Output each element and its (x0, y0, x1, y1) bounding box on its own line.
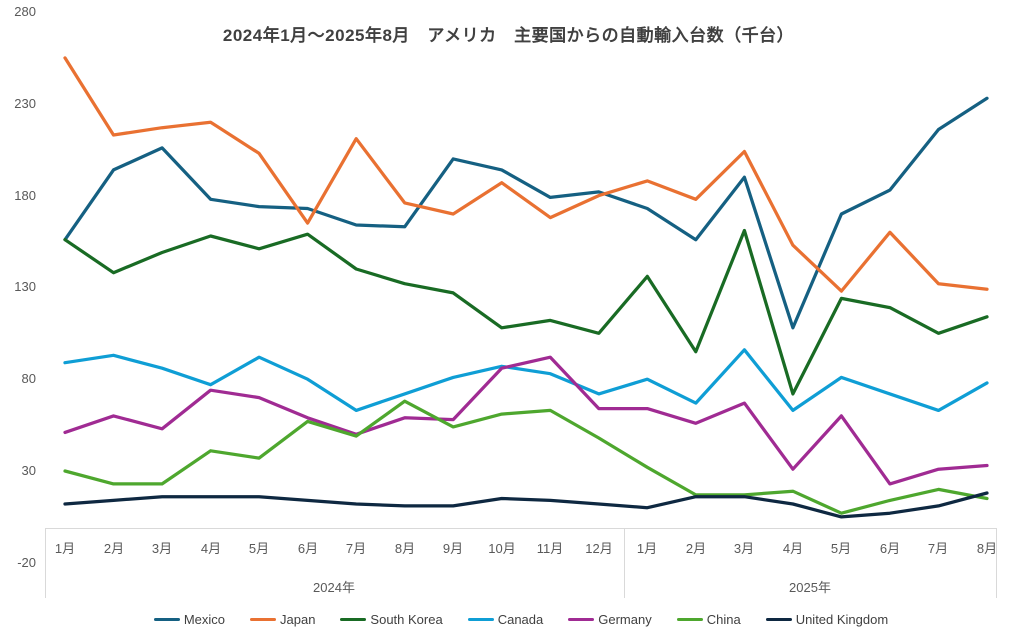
legend-swatch-china (676, 617, 703, 622)
y-tick-label--20: -20 (17, 555, 36, 570)
legend-label: Mexico (183, 612, 225, 627)
x-month-label: 12月 (585, 541, 613, 556)
legend-item-south-korea: South Korea (340, 612, 443, 627)
x-month-label: 2月 (685, 541, 707, 556)
y-tick-label-230: 230 (14, 96, 36, 111)
legend-item-mexico: Mexico (153, 612, 225, 627)
series-line-canada (63, 348, 989, 413)
series-line-china (63, 399, 989, 515)
x-month-label: 7月 (345, 541, 367, 556)
x-month-label: 4月 (200, 541, 222, 556)
y-tick-label-30: 30 (21, 463, 36, 478)
x-month-label: 1月 (636, 541, 658, 556)
series-line-germany (63, 355, 989, 486)
legend-swatch-united-kingdom (765, 617, 792, 622)
legend-label: Canada (497, 612, 544, 627)
x-month-label: 3月 (151, 541, 173, 556)
y-tick-label-80: 80 (21, 371, 36, 386)
y-tick-label-130: 130 (14, 279, 36, 294)
legend-swatch-mexico (153, 617, 180, 622)
y-tick-label-180: 180 (14, 188, 36, 203)
series-line-united-kingdom (63, 491, 989, 519)
legend-item-united-kingdom: United Kingdom (765, 612, 889, 627)
year-label-2025: 2025年 (789, 580, 831, 595)
x-month-label: 3月 (733, 541, 755, 556)
chart-title: 2024年1月〜2025年8月 アメリカ 主要国からの自動輸入台数（千台） (222, 26, 795, 45)
x-month-label: 4月 (782, 541, 804, 556)
legend-label: Japan (280, 612, 316, 627)
x-month-label: 1月 (54, 541, 76, 556)
legend-swatch-japan (250, 617, 276, 622)
y-tick-label-280: 280 (14, 4, 36, 19)
x-month-label: 6月 (297, 541, 319, 556)
legend-label: Germany (598, 612, 652, 627)
legend-swatch-south-korea (340, 617, 367, 622)
legend-item-japan: Japan (250, 612, 315, 627)
x-month-label: 7月 (927, 541, 949, 556)
legend-swatch-germany (568, 617, 595, 622)
legend-label: China (706, 612, 741, 627)
series-line-mexico (63, 96, 989, 330)
year-label-2024: 2024年 (313, 580, 355, 595)
legend-item-china: China (676, 612, 741, 627)
x-month-label: 10月 (488, 541, 516, 556)
x-month-label: 8月 (976, 541, 998, 556)
legend-label: United Kingdom (795, 612, 889, 627)
x-month-label: 5月 (248, 541, 270, 556)
legend-item-canada: Canada (467, 612, 544, 627)
x-month-label: 9月 (442, 541, 464, 556)
x-month-label: 11月 (536, 541, 564, 556)
legend-swatch-canada (467, 617, 494, 622)
chart-legend: Mexico Japan South Korea Canada Germany China… (45, 612, 997, 627)
x-month-label: 2月 (103, 541, 125, 556)
x-month-label: 6月 (879, 541, 901, 556)
x-month-label: 5月 (830, 541, 852, 556)
legend-label: South Korea (370, 612, 443, 627)
x-month-label: 8月 (394, 541, 416, 556)
series-line-south-korea (63, 228, 989, 396)
legend-item-germany: Germany (568, 612, 652, 627)
series-line-japan (63, 56, 989, 293)
